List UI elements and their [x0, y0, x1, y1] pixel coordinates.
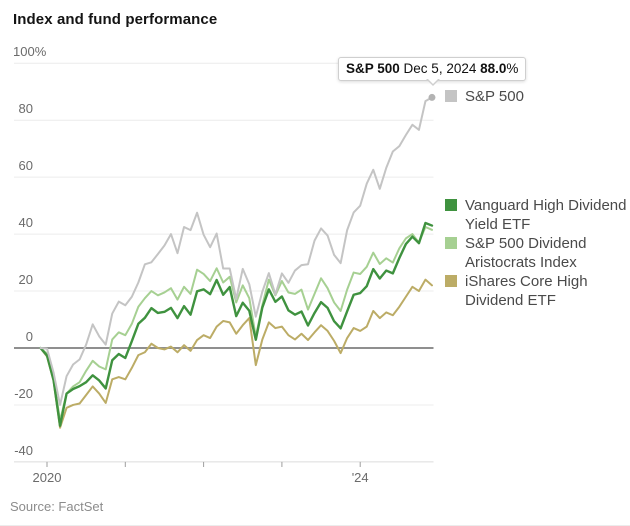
tooltip-percent-sign: % [506, 61, 519, 76]
legend-item-sp500: S&P 500 [445, 87, 630, 106]
source-credit: Source: FactSet [10, 499, 104, 514]
legend-swatch-icon [445, 237, 457, 249]
tooltip-value: 88.0 [480, 61, 507, 76]
legend-label: iShares Core High Dividend ETF [465, 273, 588, 309]
legend-label: Vanguard High Dividend Yield ETF [465, 197, 627, 233]
y-axis-label: 0 [25, 329, 33, 344]
chart-tooltip: S&P 500 Dec 5, 2024 88.0% [338, 57, 527, 86]
y-axis-label: -20 [14, 385, 33, 401]
tooltip-series-name: S&P 500 [346, 61, 400, 76]
tooltip-caret-fill [427, 78, 439, 84]
chart-title: Index and fund performance [13, 11, 218, 28]
legend-label: S&P 500 [465, 88, 524, 105]
series-line-hdv[interactable] [39, 278, 433, 429]
x-axis-label: '24 [351, 470, 369, 485]
y-axis-label: 60 [18, 158, 33, 174]
tooltip-date: Dec 5, 2024 [399, 61, 481, 76]
y-axis-label: -40 [14, 442, 33, 458]
series-line-vym[interactable] [39, 221, 434, 427]
series-line-nobl[interactable] [39, 225, 433, 422]
series-line-sp500[interactable] [39, 96, 433, 406]
x-axis-label: 2020 [32, 470, 62, 485]
legend-item-nobl: S&P 500 Dividend Aristocrats Index [445, 234, 630, 272]
legend-swatch-icon [445, 199, 457, 211]
y-axis-label: 20 [18, 272, 33, 288]
y-axis-label: 80 [18, 101, 33, 117]
legend-swatch-icon [445, 90, 457, 102]
series-endpoint-marker[interactable] [428, 93, 436, 101]
legend-item-hdv: iShares Core High Dividend ETF [445, 272, 630, 310]
y-axis-label: 100% [13, 44, 47, 60]
legend-item-vym: Vanguard High Dividend Yield ETF [445, 196, 630, 234]
y-axis-label: 40 [18, 215, 33, 231]
legend-swatch-icon [445, 275, 457, 287]
legend-label: S&P 500 Dividend Aristocrats Index [465, 235, 587, 271]
